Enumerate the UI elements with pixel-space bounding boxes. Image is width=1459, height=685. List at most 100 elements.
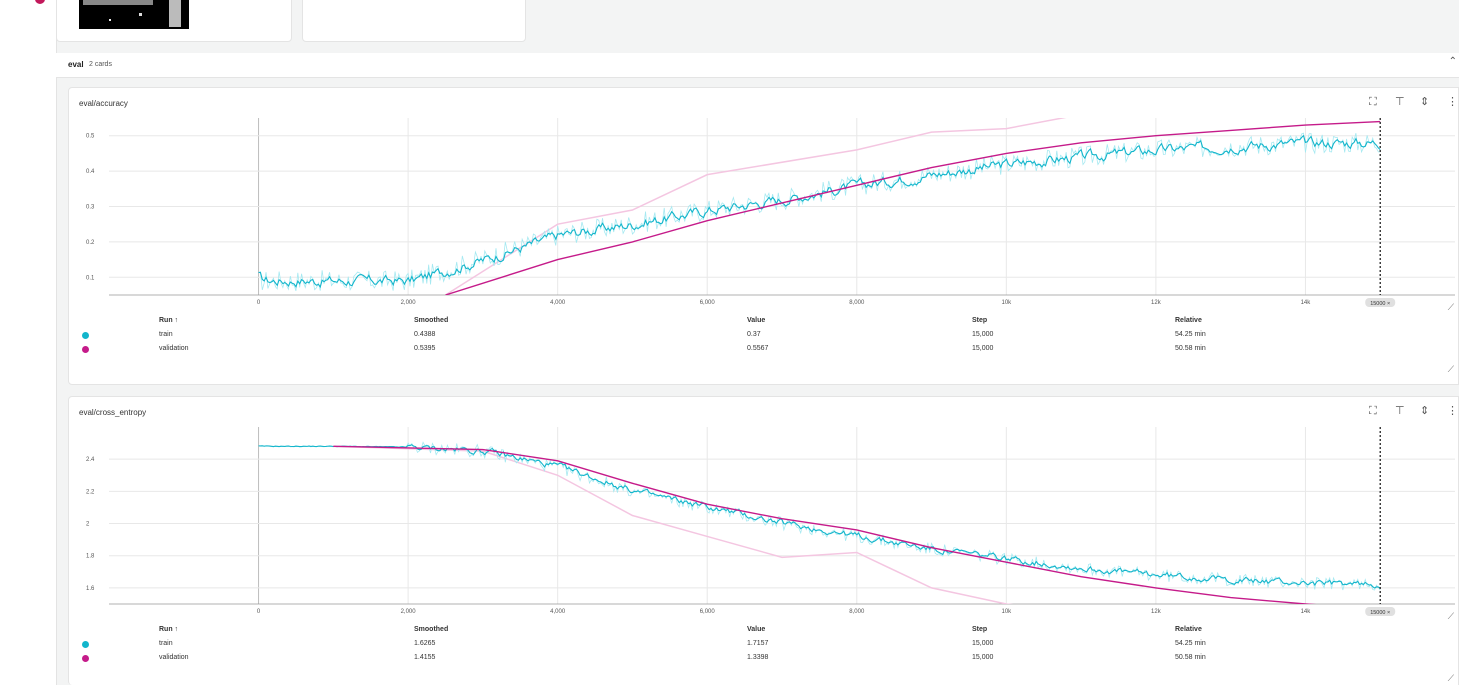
col-value[interactable]: Value <box>747 317 766 324</box>
step-badge <box>1365 607 1396 616</box>
smoothed-value: 0.4388 <box>414 331 436 338</box>
line-chart[interactable]: 0 2,000 4,000 6,000 8,000 10k 12k 14k 0.1 0.2 0.3 0… <box>69 88 1459 308</box>
more-vert-icon[interactable]: ⋮ <box>1447 96 1458 108</box>
sidebar <box>0 0 57 685</box>
step-badge-label: 15000 × <box>1370 610 1390 616</box>
x-tick-label: 0 <box>257 300 261 306</box>
run-name: train <box>159 640 173 647</box>
y-tick-label: 0.5 <box>86 134 95 140</box>
pin-icon[interactable]: ⊤ <box>1395 405 1405 417</box>
collapse-icon[interactable]: ⌃ <box>1448 56 1457 67</box>
train-raw-line <box>258 441 1381 591</box>
train-smoothed-line <box>258 444 1381 589</box>
x-tick-label: 12k <box>1151 609 1162 615</box>
col-run[interactable]: Run ↑ <box>159 626 179 633</box>
y-tick-label: 2 <box>86 522 90 528</box>
y-tick-label: 1.6 <box>86 586 95 592</box>
relative-time: 50.58 min <box>1175 654 1206 661</box>
y-tick-label: 0.1 <box>86 275 95 281</box>
y-tick-label: 0.4 <box>86 169 95 175</box>
relative-time: 54.25 min <box>1175 640 1206 647</box>
validation-raw-line <box>333 445 1014 604</box>
fit-domain-icon[interactable]: ⛶ <box>1369 96 1377 108</box>
thumbnail-image <box>83 0 181 27</box>
smoothed-value: 0.5395 <box>414 345 436 352</box>
run-name: train <box>159 331 173 338</box>
fullscreen-icon[interactable]: ⇕ <box>1420 96 1430 108</box>
group-header[interactable]: eval 2 cards ⌃ <box>56 53 1459 78</box>
x-tick-label: 14k <box>1301 609 1312 615</box>
y-tick-label: 0.2 <box>86 240 95 246</box>
col-run[interactable]: Run ↑ <box>159 317 179 324</box>
step: 15,000 <box>972 640 994 647</box>
x-tick-label: 8,000 <box>849 609 865 615</box>
run-name: validation <box>159 654 189 661</box>
y-tick-label: 0.3 <box>86 205 95 211</box>
col-step[interactable]: Step <box>972 626 988 633</box>
col-smoothed[interactable]: Smoothed <box>414 626 449 633</box>
scalar-card: eval/accuracy ⛶ ⊤ ⇕ ⋮ 0 2,000 4,000 6,000 8,… <box>68 87 1459 385</box>
resize-handle-icon[interactable]: ⟋ <box>1447 611 1454 621</box>
image-card <box>302 0 526 42</box>
y-tick-label: 2.4 <box>86 457 95 463</box>
col-smoothed[interactable]: Smoothed <box>414 317 449 324</box>
resize-handle-icon[interactable]: ⟋ <box>1447 302 1454 312</box>
col-relative[interactable]: Relative <box>1175 317 1202 324</box>
scalar-card: eval/cross_entropy ⛶ ⊤ ⇕ ⋮ 0 2,000 4,000 6,… <box>68 396 1459 685</box>
x-tick-label: 10k <box>1001 609 1012 615</box>
value: 0.5567 <box>747 345 769 352</box>
image-card <box>56 0 292 42</box>
run-color-dot[interactable] <box>35 0 45 4</box>
x-tick-label: 2,000 <box>401 300 417 306</box>
relative-time: 54.25 min <box>1175 331 1206 338</box>
image-thumbnail[interactable] <box>79 0 189 29</box>
col-step[interactable]: Step <box>972 317 988 324</box>
run-dot-validation <box>82 655 89 662</box>
validation-smoothed-line <box>445 120 1381 295</box>
step: 15,000 <box>972 654 994 661</box>
x-tick-label: 2,000 <box>401 609 417 615</box>
run-name: validation <box>159 345 189 352</box>
y-tick-label: 2.2 <box>86 489 95 495</box>
train-smoothed-line <box>258 134 1381 289</box>
x-tick-label: 12k <box>1151 300 1162 306</box>
fit-domain-icon[interactable]: ⛶ <box>1369 405 1377 417</box>
run-dot-train <box>82 641 89 648</box>
more-vert-icon[interactable]: ⋮ <box>1447 405 1458 417</box>
card-title: eval/accuracy <box>79 99 128 108</box>
step: 15,000 <box>972 331 994 338</box>
step-badge <box>1365 298 1396 307</box>
col-relative[interactable]: Relative <box>1175 626 1202 633</box>
value: 0.37 <box>747 331 761 338</box>
col-value[interactable]: Value <box>747 626 766 633</box>
run-dot-validation <box>82 346 89 353</box>
relative-time: 50.58 min <box>1175 345 1206 352</box>
x-tick-label: 10k <box>1001 300 1012 306</box>
validation-smoothed-line <box>333 445 1317 604</box>
fullscreen-icon[interactable]: ⇕ <box>1420 405 1430 417</box>
resize-handle-icon[interactable]: ⟋ <box>1447 364 1454 374</box>
y-tick-label: 1.8 <box>86 554 95 560</box>
x-tick-label: 4,000 <box>550 609 566 615</box>
plot-area <box>258 118 1381 295</box>
step-badge-label: 15000 × <box>1370 301 1390 307</box>
x-tick-label: 14k <box>1301 300 1312 306</box>
x-tick-label: 8,000 <box>849 300 865 306</box>
x-tick-label: 0 <box>257 609 261 615</box>
smoothed-value: 1.4155 <box>414 654 436 661</box>
card-title: eval/cross_entropy <box>79 408 147 417</box>
value: 1.3398 <box>747 654 769 661</box>
resize-handle-icon[interactable]: ⟋ <box>1447 673 1454 683</box>
plot-area <box>258 441 1381 604</box>
smoothed-value: 1.6265 <box>414 640 436 647</box>
x-tick-label: 6,000 <box>700 300 716 306</box>
pin-icon[interactable]: ⊤ <box>1395 96 1405 108</box>
line-chart[interactable]: 0 2,000 4,000 6,000 8,000 10k 12k 14k 1.6 1.8 2 2.2… <box>69 397 1459 617</box>
group-card-count: 2 cards <box>89 61 112 68</box>
value: 1.7157 <box>747 640 769 647</box>
validation-raw-line <box>445 118 1067 295</box>
image-cards-row <box>56 0 1459 50</box>
x-tick-label: 4,000 <box>550 300 566 306</box>
step: 15,000 <box>972 345 994 352</box>
group-title: eval <box>68 60 84 69</box>
